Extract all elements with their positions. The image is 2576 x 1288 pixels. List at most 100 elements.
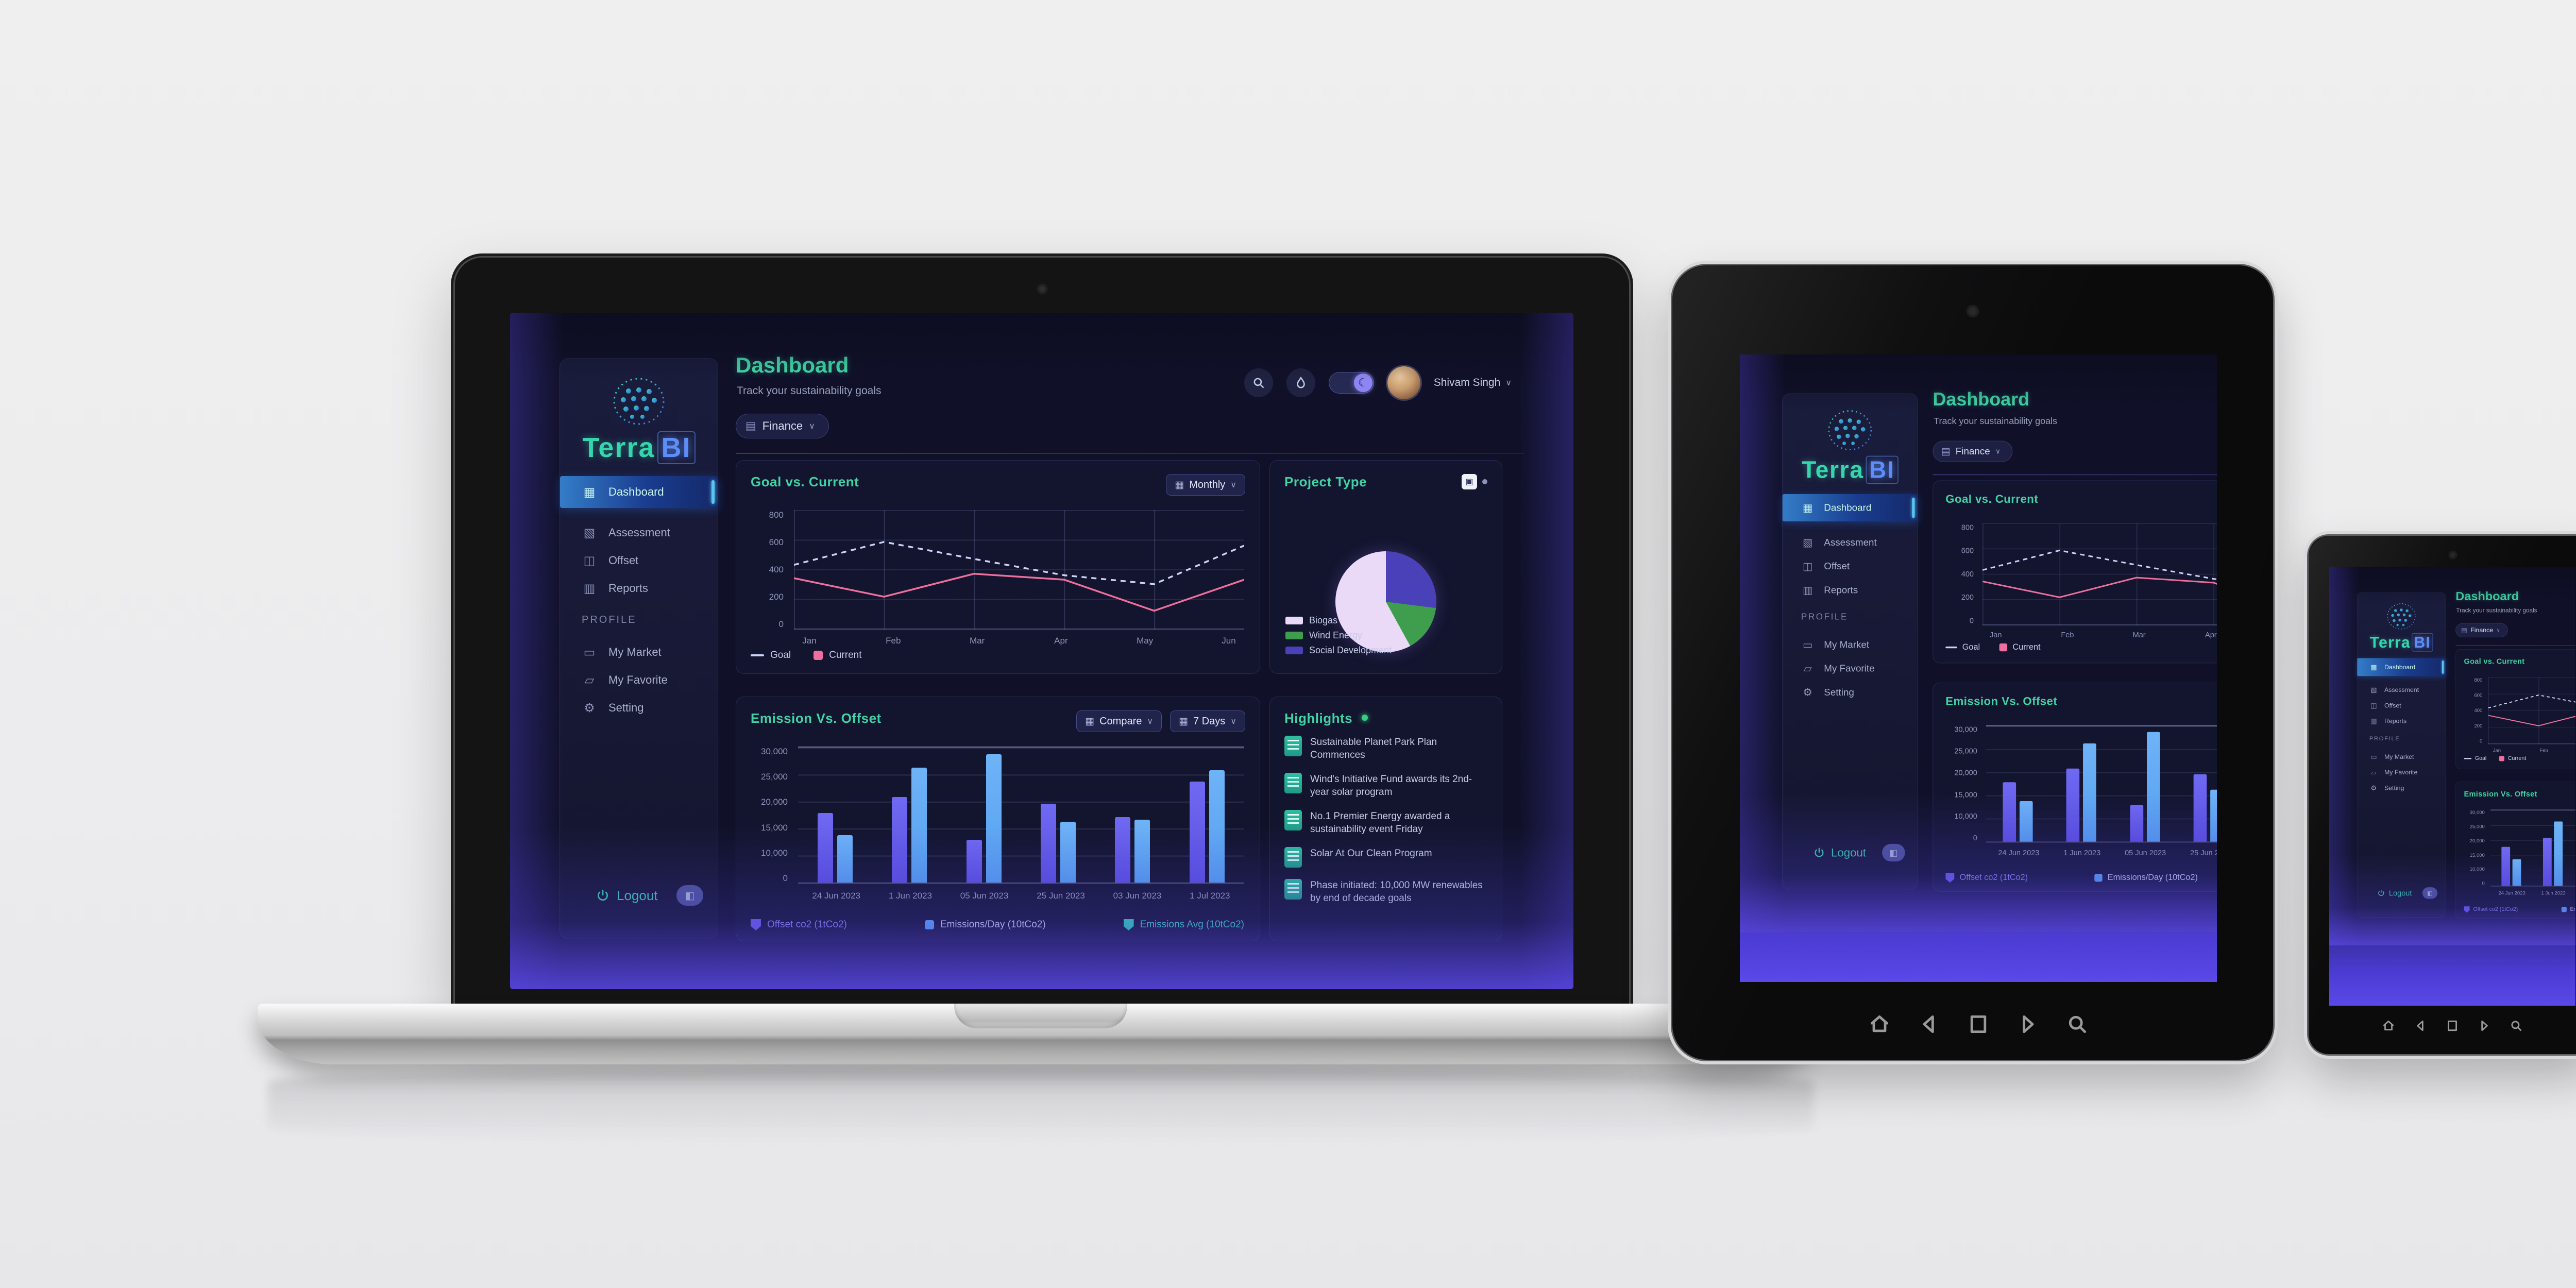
recents-icon[interactable]	[2446, 1019, 2459, 1032]
x-tick: 1 Jun 2023	[2541, 890, 2566, 896]
sidebar-collapse-button[interactable]: ◧	[2422, 887, 2437, 899]
sidebar-item-assessment[interactable]: ▧ Assessment	[2357, 683, 2445, 698]
sidebar-item-label: Dashboard	[1824, 502, 1872, 513]
sidebar-item-my-favorite[interactable]: ▱ My Favorite	[560, 667, 718, 693]
sidebar-item-assessment[interactable]: ▧ Assessment	[560, 519, 718, 546]
sidebar-item-my-market[interactable]: ▭ My Market	[1783, 633, 1918, 656]
card-icon: ▭	[583, 645, 596, 659]
highlight-text: Sustainable Planet Park Plan Commences	[1310, 737, 1437, 760]
logout-button[interactable]: Logout	[2378, 889, 2412, 897]
monthly-dropdown-button[interactable]: ▦ Monthly ∨	[1166, 474, 1245, 496]
avatar[interactable]	[1387, 366, 1420, 399]
legend-emissions-day: Emissions/Day (10tCo2)	[924, 919, 1046, 930]
chart-options-icon[interactable]: ▣	[1462, 474, 1477, 489]
search-button[interactable]	[1244, 368, 1273, 397]
home-icon[interactable]	[2382, 1019, 2395, 1032]
moon-icon: ☾	[1353, 374, 1372, 392]
sidebar-item-offset[interactable]: ◫ Offset	[560, 547, 718, 574]
sidebar-item-setting[interactable]: ⚙ Setting	[1783, 681, 1918, 704]
range-dropdown-button[interactable]: ▦ 7 Days ∨	[1170, 710, 1245, 732]
legend-label: Current	[2012, 642, 2041, 652]
sidebar-collapse-button[interactable]: ◧	[676, 885, 703, 906]
sidebar-collapse-button[interactable]: ◧	[1882, 843, 1905, 862]
offset-bar	[1134, 819, 1150, 883]
back-icon[interactable]	[1918, 1013, 1940, 1036]
x-tick: Jun	[1222, 636, 1236, 646]
legend-label: Biogas	[1309, 615, 1338, 625]
sidebar-item-label: Assessment	[608, 526, 670, 539]
sidebar-item-setting[interactable]: ⚙ Setting	[2357, 781, 2445, 795]
document-icon	[1284, 810, 1302, 831]
y-tick: 20,000	[1954, 769, 1977, 777]
logout-label: Logout	[2388, 888, 2412, 897]
sidebar-item-reports[interactable]: ▥ Reports	[2357, 714, 2445, 728]
y-tick: 10,000	[2469, 866, 2485, 872]
bar-x-axis: 24 Jun 2023 1 Jun 2023 05 Jun 2023 25 Ju…	[798, 891, 1244, 901]
brand-logo: Terra BI	[2357, 592, 2445, 652]
y-tick: 200	[1961, 593, 1974, 602]
power-icon	[597, 889, 608, 901]
list-item[interactable]: Phase initiated: 10,000 MW renewables by…	[1284, 879, 1487, 905]
x-tick: 1 Jun 2023	[888, 891, 932, 901]
recents-icon[interactable]	[1967, 1013, 1990, 1036]
sidebar-item-assessment[interactable]: ▧ Assessment	[1783, 531, 1918, 554]
project-type-card: Project Type ▣ Biogas Wind Energy	[1269, 460, 1502, 674]
card-title: Emission Vs. Offset	[751, 710, 882, 726]
sidebar-item-my-favorite[interactable]: ▱ My Favorite	[2357, 765, 2445, 780]
finance-filter-button[interactable]: ▤ Finance ∨	[1933, 440, 2013, 462]
calendar-icon: ▦	[1179, 716, 1189, 727]
search-icon[interactable]	[2510, 1019, 2523, 1032]
sidebar-item-my-market[interactable]: ▭ My Market	[560, 639, 718, 666]
legend-label: Current	[829, 650, 862, 660]
header-divider	[2455, 645, 2575, 646]
sidebar-item-label: Offset	[608, 554, 639, 567]
sidebar-item-dashboard[interactable]: ▦ Dashboard	[560, 476, 718, 508]
search-icon[interactable]	[2066, 1013, 2089, 1036]
sidebar-item-dashboard[interactable]: ▦ Dashboard	[2357, 658, 2446, 676]
y-tick: 800	[769, 510, 784, 520]
x-tick: Jan	[802, 636, 817, 646]
y-tick: 0	[1969, 616, 1974, 625]
home-icon[interactable]	[1868, 1013, 1891, 1036]
sidebar-item-reports[interactable]: ▥ Reports	[560, 575, 718, 602]
compare-dropdown-button[interactable]: ▦ Compare ∨	[1076, 710, 1162, 732]
bar-plot-area	[798, 747, 1244, 884]
sidebar-item-dashboard[interactable]: ▦ Dashboard	[1782, 494, 1918, 522]
emission-bar	[2003, 782, 2016, 842]
back-icon[interactable]	[2414, 1019, 2427, 1032]
list-item[interactable]: Sustainable Planet Park Plan Commences	[1284, 736, 1487, 761]
more-dot-icon[interactable]	[1482, 479, 1487, 484]
dark-mode-toggle[interactable]: ☾	[1328, 372, 1374, 394]
brand-terra: Terra	[582, 432, 655, 463]
sidebar-item-offset[interactable]: ◫ Offset	[2357, 698, 2445, 713]
logout-button[interactable]: Logout	[596, 888, 658, 904]
logout-button[interactable]: Logout	[1814, 846, 1866, 860]
card-title: Highlights	[1284, 710, 1353, 726]
sidebar-item-offset[interactable]: ◫ Offset	[1783, 555, 1918, 578]
notification-button[interactable]	[1286, 368, 1315, 397]
tablet-navbar	[1740, 998, 2217, 1050]
phone-camera-icon	[2449, 551, 2456, 558]
list-item[interactable]: Solar At Our Clean Program	[1284, 847, 1487, 868]
sidebar-item-reports[interactable]: ▥ Reports	[1783, 579, 1918, 601]
forward-icon[interactable]	[2016, 1013, 2039, 1036]
y-tick: 0	[2482, 880, 2485, 886]
legend-label: Social Development	[1309, 645, 1392, 655]
line-plot-area	[2488, 677, 2575, 744]
range-label: 7 Days	[1193, 715, 1226, 727]
list-item[interactable]: No.1 Premier Energy awarded a sustainabi…	[1284, 810, 1487, 836]
phone-dashboard-mount: Terra BI ▦ Dashboard ▧ Assessment ◫ Offse…	[2329, 567, 2575, 1006]
sidebar-item-label: My Market	[2384, 753, 2414, 760]
line-series-svg	[794, 510, 1244, 629]
legend-biogas: Biogas	[1285, 615, 1392, 626]
sidebar-item-setting[interactable]: ⚙ Setting	[560, 694, 718, 721]
finance-filter-button[interactable]: ▤ Finance ∨	[736, 414, 829, 438]
offset-icon: ◫	[1802, 560, 1813, 572]
sidebar-item-my-favorite[interactable]: ▱ My Favorite	[1783, 657, 1918, 680]
finance-filter-button[interactable]: ▤ Finance ∨	[2455, 623, 2508, 637]
list-item[interactable]: Wind's Initiative Fund awards its 2nd-ye…	[1284, 773, 1487, 799]
sidebar: Terra BI ▦ Dashboard ▧ Assessment ◫ Offse…	[560, 358, 718, 939]
user-menu[interactable]: Shivam Singh ∨	[1434, 377, 1512, 389]
forward-icon[interactable]	[2478, 1019, 2491, 1032]
sidebar-item-my-market[interactable]: ▭ My Market	[2357, 749, 2445, 764]
